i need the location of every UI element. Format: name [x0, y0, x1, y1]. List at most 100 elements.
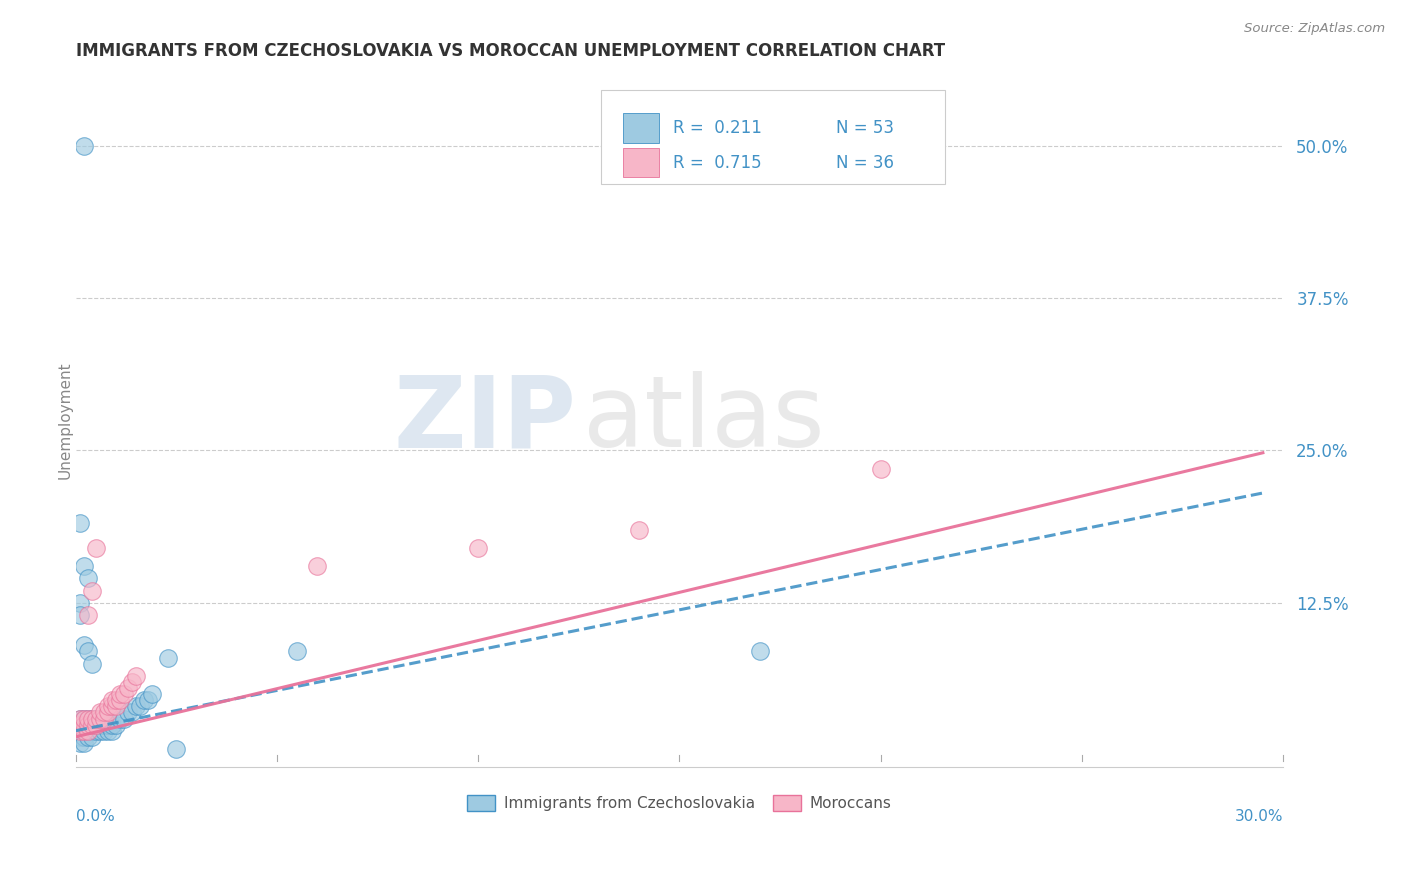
Point: [97, 717, 120, 731]
Point: [125, 699, 148, 714]
Point: [73, 736, 96, 750]
Text: R =  0.211: R = 0.211: [673, 119, 762, 137]
Point: [93, 712, 115, 726]
Point: [76, 571, 98, 585]
Y-axis label: Unemployment: Unemployment: [58, 361, 72, 479]
Point: [84, 717, 107, 731]
Point: [69, 712, 91, 726]
Point: [76, 723, 98, 738]
Point: [141, 687, 163, 701]
Point: [73, 723, 96, 738]
Point: [69, 516, 91, 531]
Point: [93, 717, 115, 731]
Point: [80, 717, 103, 731]
Text: N = 36: N = 36: [837, 153, 894, 172]
Point: [76, 730, 98, 744]
Point: [69, 712, 91, 726]
Point: [73, 730, 96, 744]
Point: [73, 639, 96, 653]
FancyBboxPatch shape: [623, 113, 659, 143]
Point: [69, 717, 91, 731]
Point: [93, 706, 115, 720]
Point: [748, 644, 770, 658]
Text: ZIP: ZIP: [394, 371, 576, 468]
Point: [69, 596, 91, 610]
Point: [80, 712, 103, 726]
Point: [76, 717, 98, 731]
Point: [93, 712, 115, 726]
Point: [117, 681, 139, 695]
Point: [84, 541, 107, 555]
Point: [165, 742, 187, 756]
Point: [76, 644, 98, 658]
Point: [108, 712, 131, 726]
Point: [84, 712, 107, 726]
Point: [105, 693, 128, 707]
Point: [112, 712, 135, 726]
Point: [73, 717, 96, 731]
Point: [84, 723, 107, 738]
Point: [869, 461, 891, 475]
Point: [628, 523, 651, 537]
Point: [76, 712, 98, 726]
Text: atlas: atlas: [583, 371, 824, 468]
Point: [467, 541, 489, 555]
Point: [101, 723, 124, 738]
Point: [80, 717, 103, 731]
Point: [105, 699, 128, 714]
Point: [129, 699, 152, 714]
Point: [73, 723, 96, 738]
Point: [112, 687, 135, 701]
Point: [69, 736, 91, 750]
Text: 30.0%: 30.0%: [1234, 809, 1284, 824]
Point: [125, 669, 148, 683]
FancyBboxPatch shape: [623, 148, 659, 178]
Text: Source: ZipAtlas.com: Source: ZipAtlas.com: [1244, 22, 1385, 36]
Point: [93, 723, 115, 738]
Point: [307, 559, 329, 574]
Point: [80, 712, 103, 726]
Point: [97, 699, 120, 714]
Point: [108, 687, 131, 701]
Point: [73, 138, 96, 153]
Point: [69, 730, 91, 744]
Point: [285, 644, 308, 658]
Point: [101, 717, 124, 731]
Point: [76, 712, 98, 726]
Point: [80, 583, 103, 598]
Point: [76, 717, 98, 731]
Point: [101, 693, 124, 707]
Legend: Immigrants from Czechoslovakia, Moroccans: Immigrants from Czechoslovakia, Moroccan…: [460, 788, 900, 819]
FancyBboxPatch shape: [600, 90, 945, 184]
Point: [117, 706, 139, 720]
Point: [80, 730, 103, 744]
Point: [69, 717, 91, 731]
Point: [89, 706, 111, 720]
Point: [80, 657, 103, 671]
Point: [84, 712, 107, 726]
Point: [97, 706, 120, 720]
Point: [157, 650, 180, 665]
Point: [97, 723, 120, 738]
Point: [89, 723, 111, 738]
Point: [101, 699, 124, 714]
Point: [73, 712, 96, 726]
Point: [73, 717, 96, 731]
Text: R =  0.715: R = 0.715: [673, 153, 762, 172]
Text: N = 53: N = 53: [837, 119, 894, 137]
Point: [105, 717, 128, 731]
Point: [121, 706, 143, 720]
Point: [89, 717, 111, 731]
Point: [76, 607, 98, 622]
Point: [69, 723, 91, 738]
Point: [134, 693, 156, 707]
Text: IMMIGRANTS FROM CZECHOSLOVAKIA VS MOROCCAN UNEMPLOYMENT CORRELATION CHART: IMMIGRANTS FROM CZECHOSLOVAKIA VS MOROCC…: [76, 42, 945, 60]
Point: [89, 712, 111, 726]
Point: [69, 607, 91, 622]
Point: [73, 712, 96, 726]
Point: [69, 723, 91, 738]
Text: 0.0%: 0.0%: [76, 809, 114, 824]
Point: [80, 723, 103, 738]
Point: [121, 675, 143, 690]
Point: [84, 717, 107, 731]
